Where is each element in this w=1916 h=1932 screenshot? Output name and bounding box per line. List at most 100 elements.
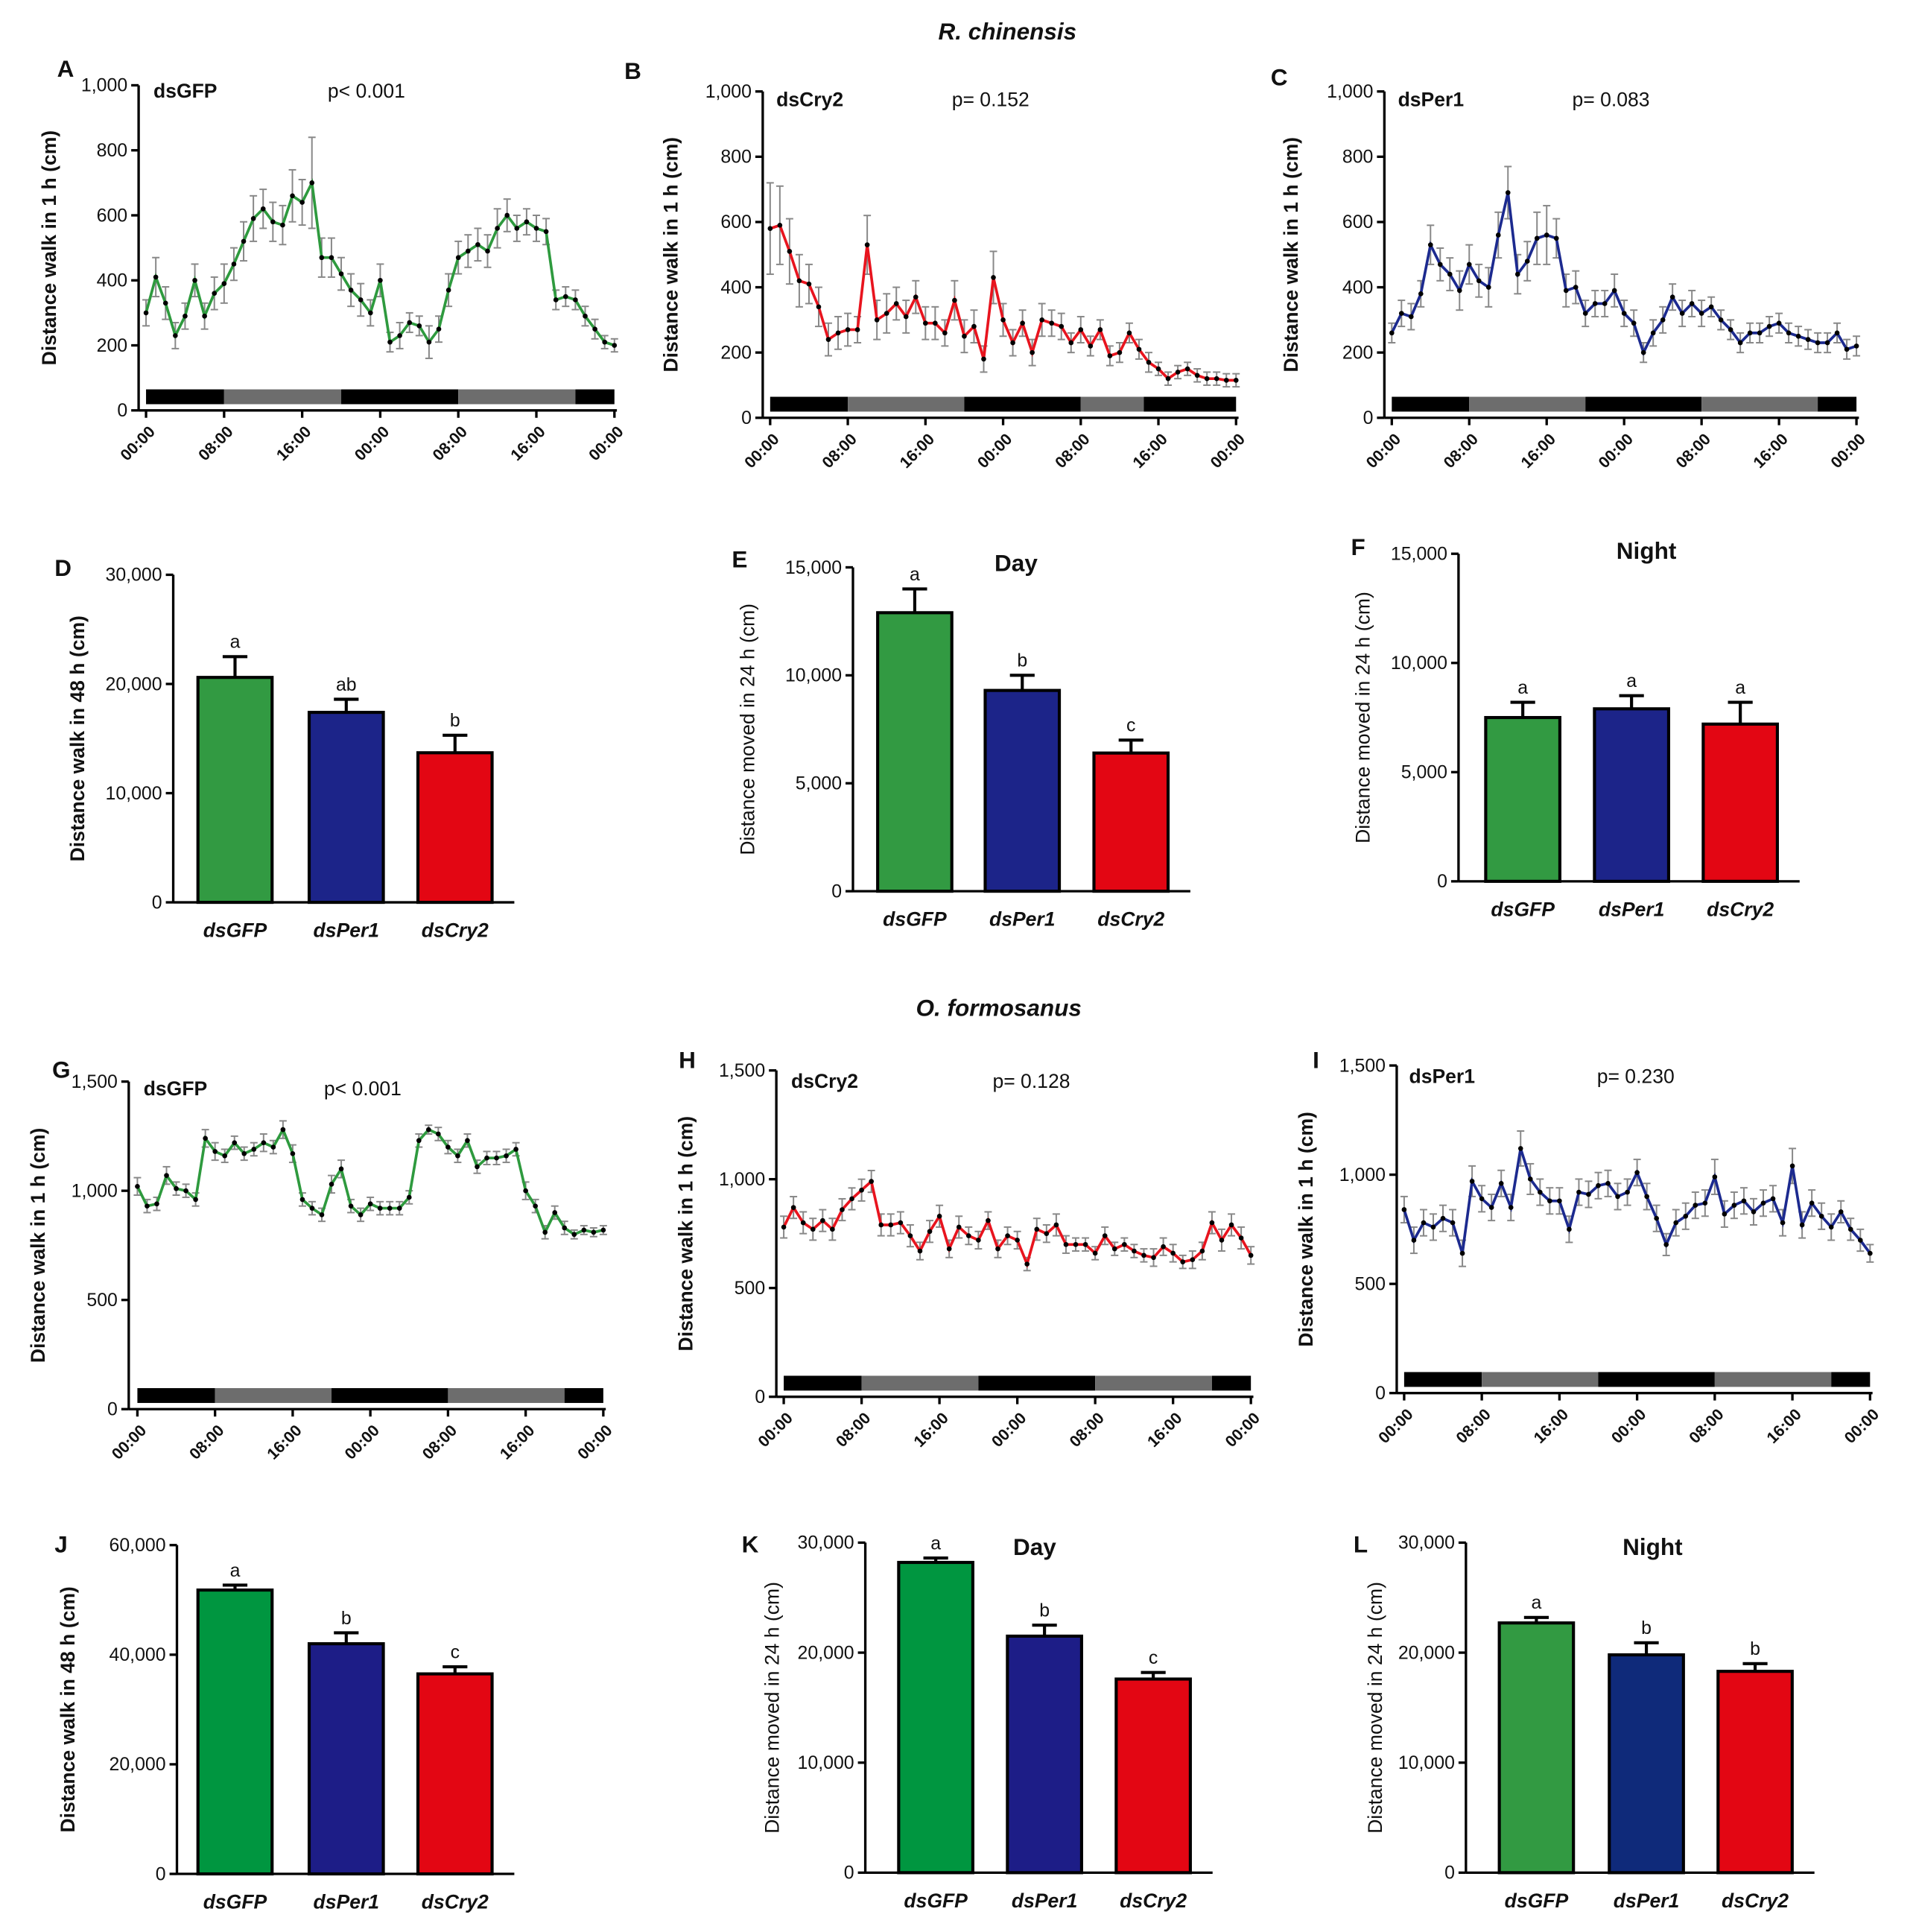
data-point [1068, 340, 1074, 346]
y-tick-label: 0 [1444, 1863, 1455, 1884]
data-point [250, 216, 256, 221]
y-tick-label: 1,000 [1327, 81, 1373, 102]
data-point [936, 1213, 942, 1219]
data-point [1498, 1180, 1504, 1186]
x-tick-label: 08:00 [185, 1421, 228, 1463]
x-tick-label: 00:00 [574, 1421, 616, 1463]
data-point [888, 1222, 894, 1228]
y-axis-label: Distance walk in 1 h (cm) [38, 130, 60, 366]
x-tick-label: 08:00 [1452, 1404, 1494, 1447]
bar [1497, 1621, 1576, 1875]
treatment-label: dsGFP [153, 80, 218, 102]
data-point [893, 301, 899, 306]
panel-letter: E [732, 545, 747, 572]
y-tick-label: 0 [1363, 408, 1374, 428]
data-point [562, 1225, 568, 1231]
y-tick-label: 1,000 [1339, 1165, 1386, 1185]
panel-letter: C [1271, 63, 1288, 90]
y-tick-label: 600 [720, 212, 752, 232]
x-tick-label: dsCry2 [1707, 898, 1774, 920]
significance-label: b [1641, 1618, 1652, 1638]
x-tick-label: dsCry2 [1097, 908, 1164, 931]
y-tick-label: 1,000 [705, 81, 752, 102]
data-point [1731, 1203, 1737, 1208]
x-tick-label: 08:00 [818, 429, 860, 472]
y-tick-label: 0 [844, 1863, 854, 1884]
significance-label: b [450, 710, 460, 731]
data-point [767, 226, 773, 232]
data-point [1161, 1244, 1166, 1250]
data-point [903, 314, 909, 320]
y-tick-label: 60,000 [109, 1535, 165, 1556]
data-point [1766, 323, 1772, 329]
data-point [445, 288, 451, 293]
data-point [1514, 271, 1520, 277]
data-point [1534, 235, 1540, 241]
data-point [1718, 317, 1724, 323]
data-point [485, 248, 490, 254]
x-tick-label: 00:00 [1594, 429, 1637, 472]
data-point [348, 1203, 354, 1209]
data-point [1751, 1209, 1757, 1214]
data-point [913, 294, 919, 300]
data-point [338, 1166, 344, 1172]
data-point [1165, 376, 1171, 381]
photoperiod-bar [861, 1375, 979, 1391]
data-point [1136, 346, 1142, 352]
y-tick-label: 800 [97, 140, 128, 161]
panel-letter: I [1313, 1046, 1319, 1073]
x-tick-label: 00:00 [1840, 1404, 1882, 1447]
data-point [406, 1194, 412, 1200]
data-point [859, 1187, 864, 1193]
data-point [504, 212, 510, 218]
data-point [1111, 1246, 1117, 1252]
data-point [1708, 304, 1714, 310]
x-tick-label: 16:00 [1517, 429, 1559, 472]
data-point [202, 313, 207, 319]
panel-letter: G [52, 1057, 71, 1083]
data-point [1459, 1250, 1465, 1256]
panel-letter: K [742, 1531, 759, 1558]
photoperiod-bar [964, 396, 1081, 412]
data-point [612, 343, 618, 348]
section-title: R. chinensis [939, 18, 1077, 45]
data-point [270, 219, 276, 225]
y-tick-label: 200 [720, 342, 752, 363]
data-point [143, 310, 149, 316]
data-point [1760, 1200, 1766, 1206]
data-point [1679, 311, 1685, 316]
data-point [1190, 1257, 1196, 1263]
bar [1114, 1677, 1192, 1875]
data-point [145, 1203, 150, 1209]
x-tick-label: 00:00 [1221, 1408, 1263, 1451]
x-tick-label: 08:00 [1672, 429, 1714, 472]
data-point [1088, 343, 1094, 349]
x-tick-label: 08:00 [419, 1421, 461, 1463]
data-point [1078, 327, 1084, 332]
data-point [162, 300, 168, 306]
data-point [1049, 320, 1055, 326]
y-axis-label: Distance walk in 1 h (cm) [27, 1128, 49, 1364]
data-point [397, 333, 402, 338]
data-point [173, 333, 178, 338]
data-point [299, 200, 305, 205]
data-point [221, 281, 227, 286]
data-point [387, 339, 393, 345]
y-tick-label: 1,000 [72, 1180, 118, 1201]
data-point [1776, 320, 1782, 326]
photoperiod-bar [1714, 1372, 1832, 1387]
data-point [562, 294, 568, 300]
data-point [1567, 1226, 1572, 1232]
data-point [933, 320, 938, 326]
data-point [602, 339, 608, 345]
y-tick-label: 500 [86, 1290, 118, 1311]
panel-letter: D [54, 554, 72, 581]
x-tick-label: 16:00 [496, 1421, 539, 1463]
data-point [407, 320, 413, 326]
data-point [1059, 323, 1065, 329]
data-point [241, 1151, 247, 1156]
y-tick-label: 600 [1342, 212, 1374, 232]
y-tick-label: 20,000 [798, 1642, 854, 1663]
data-point [1737, 340, 1743, 346]
